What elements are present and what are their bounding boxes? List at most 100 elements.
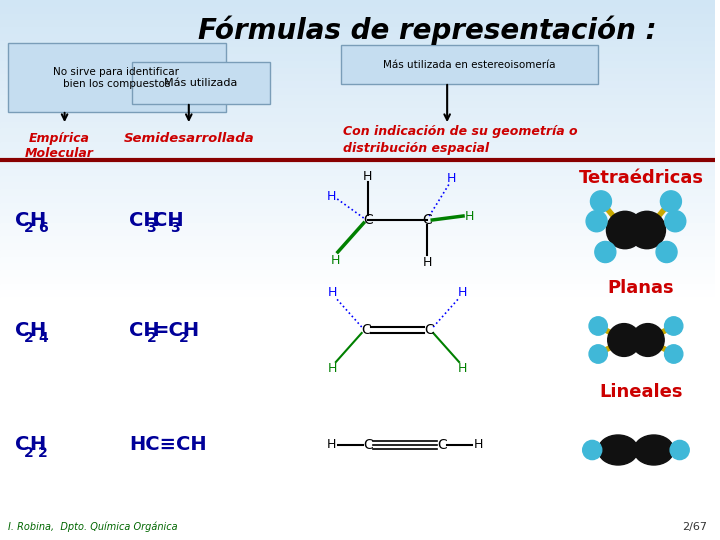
Text: H: H bbox=[327, 438, 336, 451]
Text: H: H bbox=[331, 253, 341, 267]
Circle shape bbox=[590, 191, 611, 212]
Text: H: H bbox=[423, 255, 432, 268]
Bar bbox=[0, 222, 716, 230]
Bar bbox=[0, 405, 716, 411]
Text: Fórmulas de representación :: Fórmulas de representación : bbox=[198, 15, 657, 45]
Text: 3: 3 bbox=[170, 221, 179, 235]
Bar bbox=[0, 176, 716, 183]
Bar bbox=[0, 108, 716, 115]
Text: C: C bbox=[423, 213, 432, 227]
Text: 3: 3 bbox=[146, 221, 156, 235]
Circle shape bbox=[670, 441, 689, 460]
Bar bbox=[0, 324, 716, 330]
Text: Empírica
Molecular: Empírica Molecular bbox=[25, 132, 94, 160]
Circle shape bbox=[582, 441, 602, 460]
Bar bbox=[0, 303, 716, 310]
Bar bbox=[0, 243, 716, 249]
Text: H: H bbox=[30, 211, 46, 229]
Bar bbox=[0, 6, 716, 14]
Text: CH: CH bbox=[153, 211, 184, 229]
Bar bbox=[0, 263, 716, 270]
Bar bbox=[0, 195, 716, 202]
Bar bbox=[0, 453, 716, 459]
Bar bbox=[0, 411, 716, 418]
Bar bbox=[0, 372, 716, 378]
Bar bbox=[0, 534, 716, 540]
Bar bbox=[0, 338, 716, 345]
Text: Lineales: Lineales bbox=[599, 383, 683, 401]
Text: CH: CH bbox=[129, 211, 160, 229]
Circle shape bbox=[665, 211, 685, 232]
Bar bbox=[0, 115, 716, 122]
Bar bbox=[0, 183, 716, 189]
Bar bbox=[0, 256, 716, 263]
Text: Más utilizada en estereoisomería: Más utilizada en estereoisomería bbox=[383, 60, 555, 70]
Bar bbox=[0, 270, 716, 276]
Bar bbox=[0, 291, 716, 297]
Bar bbox=[0, 357, 716, 364]
Bar bbox=[0, 47, 716, 54]
Bar bbox=[0, 284, 716, 291]
FancyBboxPatch shape bbox=[132, 62, 270, 104]
Text: HC≡CH: HC≡CH bbox=[129, 435, 207, 455]
Bar bbox=[0, 446, 716, 453]
Bar bbox=[0, 230, 716, 237]
Bar bbox=[0, 94, 716, 102]
Text: C: C bbox=[424, 323, 434, 337]
Circle shape bbox=[665, 345, 683, 363]
Text: Planas: Planas bbox=[608, 279, 674, 297]
Bar bbox=[0, 40, 716, 47]
Circle shape bbox=[606, 211, 644, 249]
Text: H: H bbox=[327, 190, 336, 202]
Circle shape bbox=[631, 323, 664, 356]
Bar bbox=[0, 426, 716, 432]
Bar bbox=[0, 74, 716, 81]
Text: H: H bbox=[30, 435, 46, 455]
Text: C: C bbox=[15, 211, 30, 229]
Bar bbox=[0, 384, 716, 391]
Text: H: H bbox=[457, 361, 467, 375]
Circle shape bbox=[629, 211, 665, 249]
Bar bbox=[0, 168, 716, 176]
Text: 2: 2 bbox=[179, 330, 188, 345]
FancyBboxPatch shape bbox=[8, 43, 225, 112]
Bar bbox=[0, 399, 716, 405]
Bar bbox=[0, 216, 716, 222]
Text: 6: 6 bbox=[38, 221, 48, 235]
Bar bbox=[0, 432, 716, 438]
Bar bbox=[0, 128, 716, 135]
Bar bbox=[0, 438, 716, 445]
Ellipse shape bbox=[634, 435, 674, 465]
Bar bbox=[0, 310, 716, 317]
Bar bbox=[0, 519, 716, 526]
Bar bbox=[0, 418, 716, 426]
Text: H: H bbox=[457, 286, 467, 299]
Bar bbox=[0, 27, 716, 33]
Bar bbox=[0, 237, 716, 243]
Text: I. Robina,  Dpto. Química Orgánica: I. Robina, Dpto. Química Orgánica bbox=[8, 522, 178, 532]
Bar bbox=[0, 526, 716, 534]
Bar bbox=[0, 364, 716, 372]
Bar bbox=[0, 486, 716, 492]
Text: CH: CH bbox=[129, 321, 160, 340]
Bar bbox=[0, 135, 716, 141]
Text: H: H bbox=[363, 170, 372, 183]
Text: C: C bbox=[15, 321, 30, 340]
Text: 2: 2 bbox=[146, 330, 156, 345]
Bar bbox=[0, 507, 716, 513]
Bar bbox=[0, 459, 716, 465]
Bar bbox=[0, 102, 716, 108]
Circle shape bbox=[665, 317, 683, 335]
Circle shape bbox=[589, 317, 608, 335]
Circle shape bbox=[589, 345, 608, 363]
Bar bbox=[0, 141, 716, 149]
Text: 2: 2 bbox=[24, 221, 33, 235]
Bar bbox=[0, 513, 716, 519]
Text: H: H bbox=[328, 361, 338, 375]
Bar bbox=[0, 465, 716, 472]
Text: H: H bbox=[446, 172, 456, 185]
Bar bbox=[0, 492, 716, 500]
Bar bbox=[0, 209, 716, 216]
Bar bbox=[0, 297, 716, 303]
Bar bbox=[0, 156, 716, 162]
